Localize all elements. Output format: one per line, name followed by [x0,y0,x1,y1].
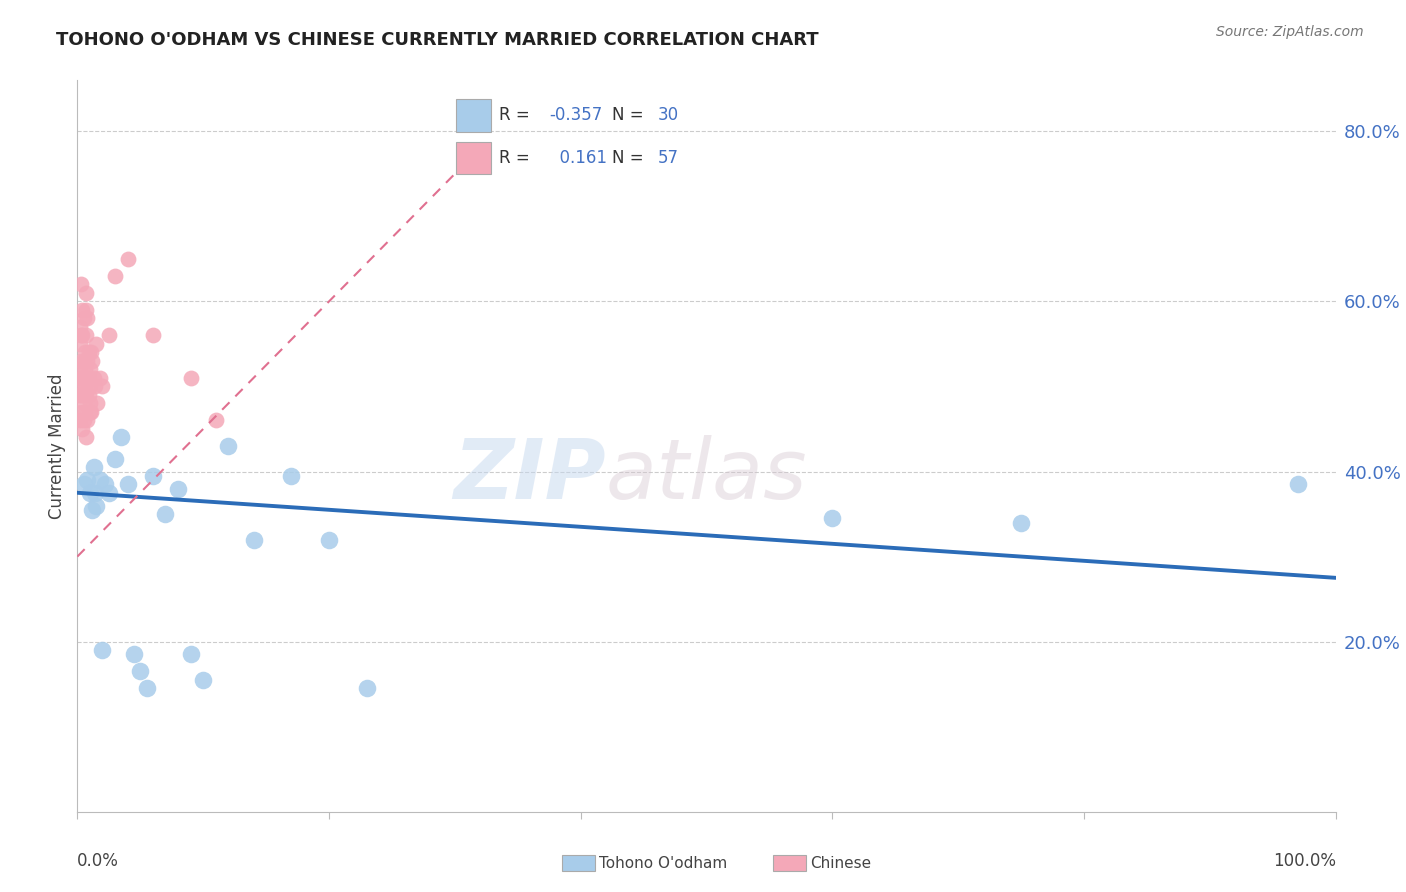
Text: atlas: atlas [606,434,807,516]
Point [75,285,97,300]
Point [356,681,378,696]
Point [1286,477,1309,491]
Point [70,328,93,343]
Point [80,405,103,419]
Point [75,430,97,444]
Point [72,371,94,385]
Point [75,371,97,385]
Text: 100.0%: 100.0% [1272,852,1336,870]
Point [72,396,94,410]
Point [318,533,340,547]
Point [122,648,145,662]
Point [69,337,91,351]
Point [91,643,114,657]
Point [97,328,120,343]
Point [142,328,165,343]
Point [82,503,104,517]
Point [191,673,215,687]
Point [242,533,264,547]
Point [76,311,98,326]
Point [72,413,94,427]
Point [73,345,96,359]
Point [79,485,101,500]
Point [83,371,105,385]
Point [76,413,98,427]
Point [84,379,107,393]
Text: Source: ZipAtlas.com: Source: ZipAtlas.com [1216,25,1364,39]
Point [80,345,103,359]
Point [135,681,157,696]
Y-axis label: Currently Married: Currently Married [48,373,66,519]
Text: 0.0%: 0.0% [77,852,120,870]
Point [72,302,94,317]
Text: TOHONO O'ODHAM VS CHINESE CURRENTLY MARRIED CORRELATION CHART: TOHONO O'ODHAM VS CHINESE CURRENTLY MARR… [56,31,818,49]
Point [67,388,90,402]
Point [104,451,127,466]
Point [67,379,90,393]
Point [91,379,114,393]
Point [72,422,94,436]
Point [73,405,96,419]
Point [217,439,239,453]
Point [180,648,202,662]
Point [86,396,108,410]
Point [82,354,104,368]
Point [70,354,93,368]
Point [84,337,107,351]
Point [142,468,165,483]
Point [75,302,97,317]
Point [117,477,139,491]
Text: Chinese: Chinese [810,856,870,871]
Point [72,354,94,368]
Point [70,405,93,419]
Point [280,468,302,483]
Point [94,477,117,491]
Text: ZIP: ZIP [453,434,606,516]
Point [75,328,97,343]
Point [76,354,98,368]
Point [77,371,100,385]
Point [73,379,96,393]
Point [79,362,101,376]
Point [167,482,190,496]
Point [75,388,97,402]
Point [84,499,107,513]
Point [72,371,94,385]
Point [72,388,94,402]
Point [67,362,90,376]
Point [69,371,91,385]
Point [1010,516,1032,530]
Point [204,413,226,427]
Point [821,511,844,525]
Point [83,460,105,475]
Point [72,311,94,326]
Point [70,277,93,292]
Point [110,430,132,444]
Point [69,320,91,334]
Point [79,405,101,419]
Point [129,665,152,679]
Point [79,396,101,410]
Point [73,362,96,376]
Point [89,473,111,487]
Point [89,371,111,385]
Point [72,477,94,491]
Point [77,345,100,359]
Point [72,328,94,343]
Point [84,485,107,500]
Point [69,413,91,427]
Text: Tohono O'odham: Tohono O'odham [599,856,727,871]
Point [117,252,139,266]
Point [79,379,101,393]
Point [76,473,98,487]
Point [180,371,202,385]
Point [155,507,177,521]
Point [97,485,120,500]
Point [104,268,127,283]
Point [77,388,100,402]
Point [70,388,93,402]
